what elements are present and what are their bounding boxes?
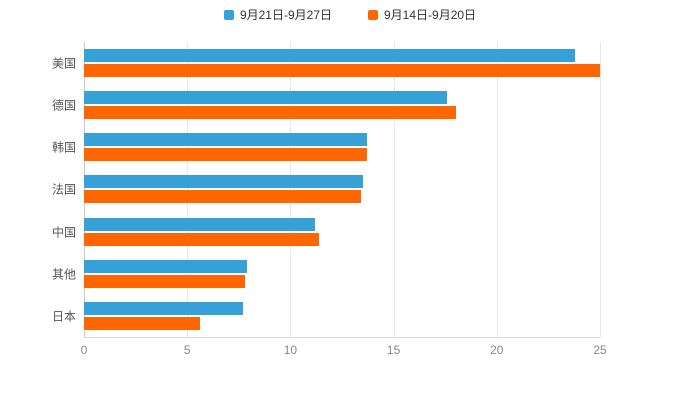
bar-series-2	[84, 106, 456, 120]
bar-series-1	[84, 217, 316, 231]
bar-series-1	[84, 259, 248, 273]
plot-area: 美国德国韩国法国中国其他日本	[52, 42, 601, 338]
bar-series-2	[84, 232, 320, 246]
bar-group: 其他	[52, 253, 600, 295]
gridline	[600, 42, 601, 337]
gridline	[290, 42, 292, 337]
bar-group: 日本	[52, 295, 600, 337]
x-tick-label: 15	[386, 343, 401, 357]
bar-series-2	[84, 64, 600, 78]
x-tick-label: 10	[283, 343, 298, 357]
legend-item-week1[interactable]: 9月14日-9月20日	[368, 6, 476, 23]
bar-group: 法国	[52, 168, 600, 210]
legend-marker-orange	[368, 9, 378, 20]
category-label: 韩国	[51, 140, 76, 155]
legend-item-week2[interactable]: 9月21日-9月27日	[223, 6, 332, 23]
x-axis: 0 5 10 15 20 25	[80, 341, 607, 357]
bar-group: 美国	[52, 42, 600, 84]
category-label: 美国	[51, 56, 76, 71]
gridline	[496, 42, 498, 337]
bar-series-2	[84, 274, 245, 288]
x-tick-label: 0	[80, 343, 88, 357]
category-label: 中国	[51, 225, 76, 240]
x-tick-label: 20	[490, 343, 504, 357]
category-label: 德国	[51, 98, 76, 113]
category-label: 日本	[51, 309, 76, 324]
category-label: 其他	[51, 267, 76, 282]
bar-series-1	[84, 301, 243, 315]
bar-group: 韩国	[52, 126, 600, 168]
gridline	[187, 42, 189, 337]
gridline	[393, 42, 395, 337]
chart-plot-wrap: 美国德国韩国法国中国其他日本	[52, 42, 601, 338]
x-tick-label: 25	[593, 343, 607, 357]
chart-legend: 9月21日-9月27日 9月14日-9月20日	[0, 6, 700, 23]
x-tick-label: 5	[183, 343, 191, 357]
bar-series-2	[84, 190, 361, 204]
bar-series-2	[84, 148, 367, 162]
bar-series-1	[84, 49, 576, 63]
bar-series-1	[84, 91, 448, 105]
bar-group: 中国	[52, 211, 600, 253]
legend-marker-blue	[223, 9, 234, 20]
bar-group: 德国	[52, 84, 600, 126]
bar-series-1	[84, 133, 367, 147]
bar-series-1	[84, 175, 363, 189]
category-label: 法国	[51, 182, 76, 197]
legend-label: 9月21日-9月27日	[239, 8, 332, 22]
bar-series-2	[84, 316, 200, 330]
legend-label: 9月14日-9月20日	[384, 8, 477, 22]
gridline	[84, 42, 85, 337]
